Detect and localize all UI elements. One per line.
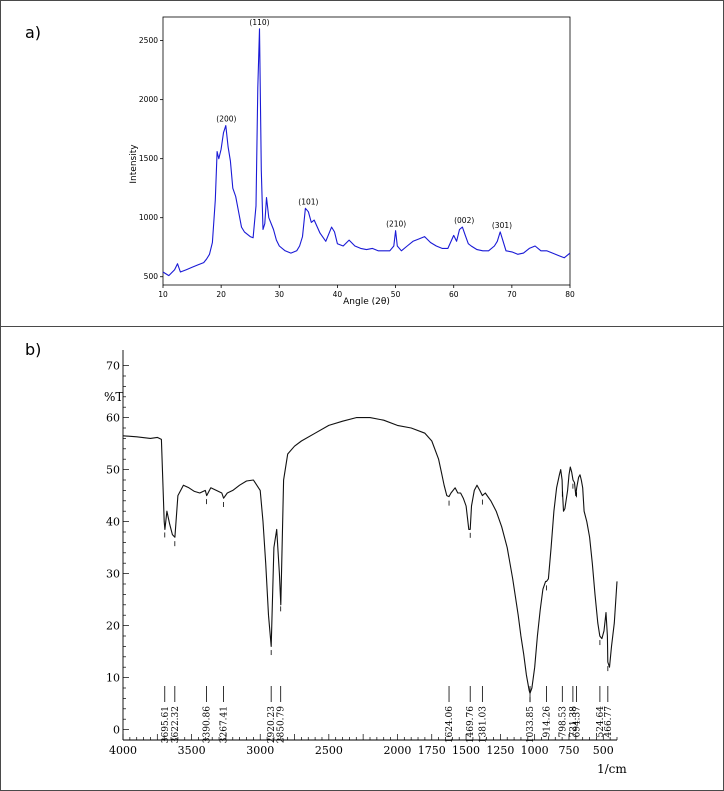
ftir-ytick-label: 20 xyxy=(106,620,120,633)
ftir-ytick-label: 50 xyxy=(106,464,120,477)
ftir-ytick-label: 70 xyxy=(106,360,120,373)
xrd-xtick-label: 40 xyxy=(333,290,343,299)
xrd-peak-label: (002) xyxy=(454,216,474,225)
ftir-peak-label: 1033.85 xyxy=(526,706,536,743)
xrd-xtick-label: 20 xyxy=(216,290,226,299)
ftir-peak-label: 3390.86 xyxy=(203,706,213,743)
xrd-ytick-label: 2000 xyxy=(139,95,158,104)
ftir-xtick-label: 1500 xyxy=(452,744,480,757)
xrd-ytick-label: 1000 xyxy=(139,213,158,222)
panel-b-label: b) xyxy=(25,340,41,359)
xrd-peak-label: (200) xyxy=(216,115,236,124)
xrd-peak-label: (110) xyxy=(249,18,269,27)
ftir-ytick-label: 10 xyxy=(106,672,120,685)
ftir-series-line xyxy=(122,417,618,694)
xrd-xtick-label: 50 xyxy=(391,290,401,299)
ftir-peak-label: 466.77 xyxy=(604,706,614,738)
xrd-ylabel: Intensity xyxy=(129,144,139,184)
ftir-xtick-label: 4000 xyxy=(109,744,137,757)
xrd-peak-label: (210) xyxy=(386,220,406,229)
ftir-xtick-label: 2500 xyxy=(315,744,343,757)
ftir-peak-label: 1469.76 xyxy=(466,706,476,743)
xrd-xtick-label: 70 xyxy=(507,290,517,299)
ftir-ytick-label: 60 xyxy=(106,412,120,425)
xrd-xlabel: Angle (2θ) xyxy=(343,297,390,307)
ftir-ylabel: %T xyxy=(104,390,123,404)
ftir-xtick-label: 3000 xyxy=(246,744,274,757)
ftir-peak-label: 524.64 xyxy=(596,706,606,738)
xrd-peak-label: (101) xyxy=(298,197,318,206)
xrd-ytick-label: 500 xyxy=(144,272,159,281)
ftir-peak-label: 1381.03 xyxy=(478,706,488,743)
ftir-peak-label: 798.53 xyxy=(558,706,568,738)
ftir-xtick-label: 1750 xyxy=(418,744,446,757)
xrd-xtick-label: 10 xyxy=(158,290,168,299)
xrd-xtick-label: 60 xyxy=(449,290,459,299)
xrd-xtick-label: 30 xyxy=(275,290,285,299)
ftir-peak-label: 2920.23 xyxy=(267,706,277,743)
ftir-xtick-label: 500 xyxy=(593,744,614,757)
ftir-peak-label: 2850.79 xyxy=(277,706,287,743)
ftir-peak-label: 3622.32 xyxy=(171,706,181,743)
ftir-peak-label: 1624.06 xyxy=(445,706,455,743)
ftir-peak-label: 3267.41 xyxy=(220,706,230,743)
xrd-ytick-label: 2500 xyxy=(139,36,158,45)
ftir-peak-label: 694.37 xyxy=(573,706,583,738)
ftir-xtick-label: 2000 xyxy=(383,744,411,757)
xrd-series-line xyxy=(162,28,571,277)
ftir-xlabel: 1/cm xyxy=(597,762,627,776)
ftir-xtick-label: 1250 xyxy=(486,744,514,757)
ftir-peak-label: 914.26 xyxy=(542,706,552,738)
ftir-ytick-label: 40 xyxy=(106,516,120,529)
xrd-xtick-label: 80 xyxy=(565,290,575,299)
xrd-ytick-label: 1500 xyxy=(139,154,158,163)
xrd-plot-frame xyxy=(162,16,571,286)
ftir-peak-label: 721.38 xyxy=(569,706,579,738)
ftir-peak-label: 3695.61 xyxy=(161,706,171,743)
ftir-xtick-label: 750 xyxy=(558,744,579,757)
xrd-chart: 10 20 30 40 50 60 70 80 500 1000 1500 2000 2500 (200)… xyxy=(139,16,575,299)
xrd-peak-label: (301) xyxy=(492,221,512,230)
ftir-ytick-label: 30 xyxy=(106,568,120,581)
ftir-xtick-label: 3500 xyxy=(178,744,206,757)
ftir-ytick-label: 0 xyxy=(113,724,120,737)
ftir-xtick-label: 1000 xyxy=(521,744,549,757)
panel-a-label: a) xyxy=(25,23,41,42)
